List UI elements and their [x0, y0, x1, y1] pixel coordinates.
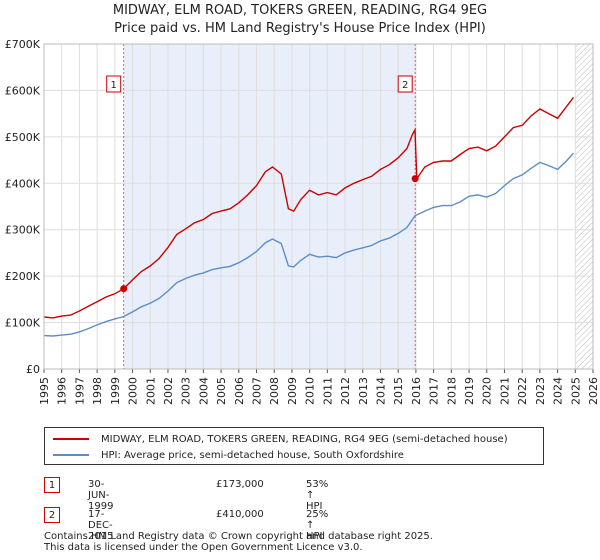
chart-marker-box-1 — [106, 75, 122, 93]
x-tick-label: 2015 — [392, 377, 405, 405]
sale-marker-1: 1 — [44, 477, 60, 493]
x-tick-label: 2010 — [304, 377, 317, 405]
chart-marker-label-2: 2 — [402, 80, 408, 91]
x-tick-label: 2025 — [569, 377, 582, 405]
y-tick-label: £400K — [5, 177, 41, 190]
y-tick-label: £700K — [5, 38, 41, 51]
x-tick-label: 1997 — [73, 377, 86, 405]
plot-border — [43, 43, 594, 370]
sale-date-2: 17-DEC-2015 — [88, 509, 114, 542]
x-tick-label: 2005 — [215, 377, 228, 405]
x-tick-label: 2022 — [516, 377, 529, 405]
series-line-hpi — [43, 152, 575, 337]
sale-hpi-2: 25% ↑ HPI — [306, 509, 329, 542]
ownership-shade — [123, 44, 416, 369]
y-tick-label: £100K — [5, 317, 41, 330]
sale-price-2: £410,000 — [216, 509, 264, 520]
x-tick-label: 2002 — [162, 377, 175, 405]
y-tick-label: £0 — [26, 363, 40, 376]
chart-title: MIDWAY, ELM ROAD, TOKERS GREEN, READING,… — [112, 3, 488, 18]
sale-hpi-1: 53% ↑ HPI — [306, 479, 329, 512]
chart-legend: MIDWAY, ELM ROAD, TOKERS GREEN, READING,… — [44, 427, 544, 465]
legend-swatch-property — [53, 438, 89, 440]
price-chart: £0 £100K £200K £300K £400K £500K £600K £700K 199… — [5, 38, 600, 405]
x-tick-label: 2009 — [286, 377, 299, 405]
x-tick-label: 2004 — [197, 377, 210, 405]
x-tick-label: 2016 — [410, 377, 423, 405]
x-tick-label: 2006 — [233, 377, 246, 405]
x-tick-label: 2001 — [144, 377, 157, 405]
chart-subtitle: Price paid vs. HM Land Registry's House … — [114, 21, 486, 36]
x-tick-label: 2011 — [321, 377, 334, 405]
x-tick-label: 1996 — [56, 377, 69, 405]
series-line-property — [43, 96, 575, 319]
y-tick-label: £600K — [5, 84, 41, 97]
sale-price-1: £173,000 — [216, 479, 264, 490]
y-tick-label: £200K — [5, 270, 41, 283]
x-tick-label: 2017 — [428, 377, 441, 405]
sale-point-2 — [411, 175, 419, 183]
footer-attribution: Contains HM Land Registry data © Crown c… — [44, 531, 433, 553]
x-tick-label: 2023 — [534, 377, 547, 405]
sale-marker-2: 2 — [44, 507, 60, 523]
x-tick-label: 2019 — [463, 377, 476, 405]
x-tick-label: 2013 — [357, 377, 370, 405]
chart-marker-label-1: 1 — [111, 80, 117, 91]
legend-item-property: MIDWAY, ELM ROAD, TOKERS GREEN, READING,… — [53, 431, 508, 447]
y-tick-label: £300K — [5, 224, 41, 237]
x-tick-label: 2012 — [339, 377, 352, 405]
y-tick-label: £500K — [5, 131, 41, 144]
x-tick-label: 2000 — [127, 377, 140, 405]
x-tick-label: 2018 — [445, 377, 458, 405]
x-tick-label: 2026 — [587, 377, 600, 405]
x-tick-label: 1995 — [38, 377, 51, 405]
x-tick-label: 1999 — [109, 377, 122, 405]
x-tick-label: 2008 — [268, 377, 281, 405]
sale-date-1: 30-JUN-1999 — [88, 479, 114, 512]
x-tick-label: 1998 — [91, 377, 104, 405]
x-tick-label: 2003 — [180, 377, 193, 405]
forecast-hatch — [575, 44, 593, 369]
x-tick-label: 2024 — [552, 377, 565, 405]
chart-marker-box-2 — [397, 75, 413, 93]
legend-label-property: MIDWAY, ELM ROAD, TOKERS GREEN, READING,… — [101, 433, 508, 445]
sale-point-1 — [120, 285, 128, 293]
x-tick-label: 2020 — [481, 377, 494, 405]
legend-label-hpi: HPI: Average price, semi-detached house,… — [101, 449, 404, 461]
x-tick-label: 2007 — [251, 377, 264, 405]
x-tick-label: 2021 — [498, 377, 511, 405]
legend-swatch-hpi — [53, 454, 89, 456]
legend-item-hpi: HPI: Average price, semi-detached house,… — [53, 447, 404, 463]
x-tick-label: 2014 — [374, 377, 387, 405]
